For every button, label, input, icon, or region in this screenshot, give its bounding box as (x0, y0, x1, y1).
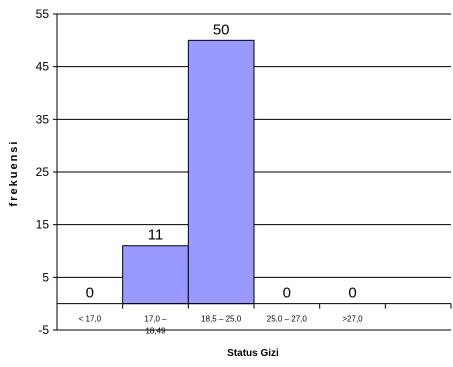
x-axis-label: Status Gizi (227, 348, 279, 359)
bar (122, 245, 189, 305)
x-category-label: 18,49 (145, 327, 166, 336)
y-tick-label: 55 (36, 7, 50, 21)
x-category-label: 25,0 – 27,0 (267, 315, 308, 324)
x-category-label: 17,0 – (144, 315, 167, 324)
data-label: 11 (148, 227, 164, 244)
x-category-label: 18,5 – 25,0 (201, 315, 242, 324)
y-tick-label: 35 (36, 112, 50, 126)
y-axis-label: frekuensi (8, 140, 20, 207)
data-label: 0 (348, 285, 356, 302)
data-labels: 0 11 50 0 0 (86, 21, 357, 301)
x-category-label: < 17,0 (79, 315, 102, 324)
y-tick-labels: 55 45 35 25 15 5 -5 (36, 7, 57, 337)
y-tick-label: -5 (38, 323, 49, 337)
y-tick-label: 5 (42, 270, 49, 284)
bar (187, 39, 255, 305)
y-tick-label: 15 (36, 218, 50, 232)
data-label: 0 (283, 285, 291, 302)
data-label: 50 (213, 21, 230, 38)
bars (122, 39, 255, 305)
y-tick-label: 45 (36, 60, 50, 74)
data-label: 0 (86, 285, 94, 302)
y-tick-label: 25 (36, 165, 50, 179)
x-category-label: >27,0 (342, 315, 363, 324)
x-category-labels: < 17,0 17,0 – 18,49 18,5 – 25,0 25,0 – 27,0 >… (79, 315, 364, 336)
